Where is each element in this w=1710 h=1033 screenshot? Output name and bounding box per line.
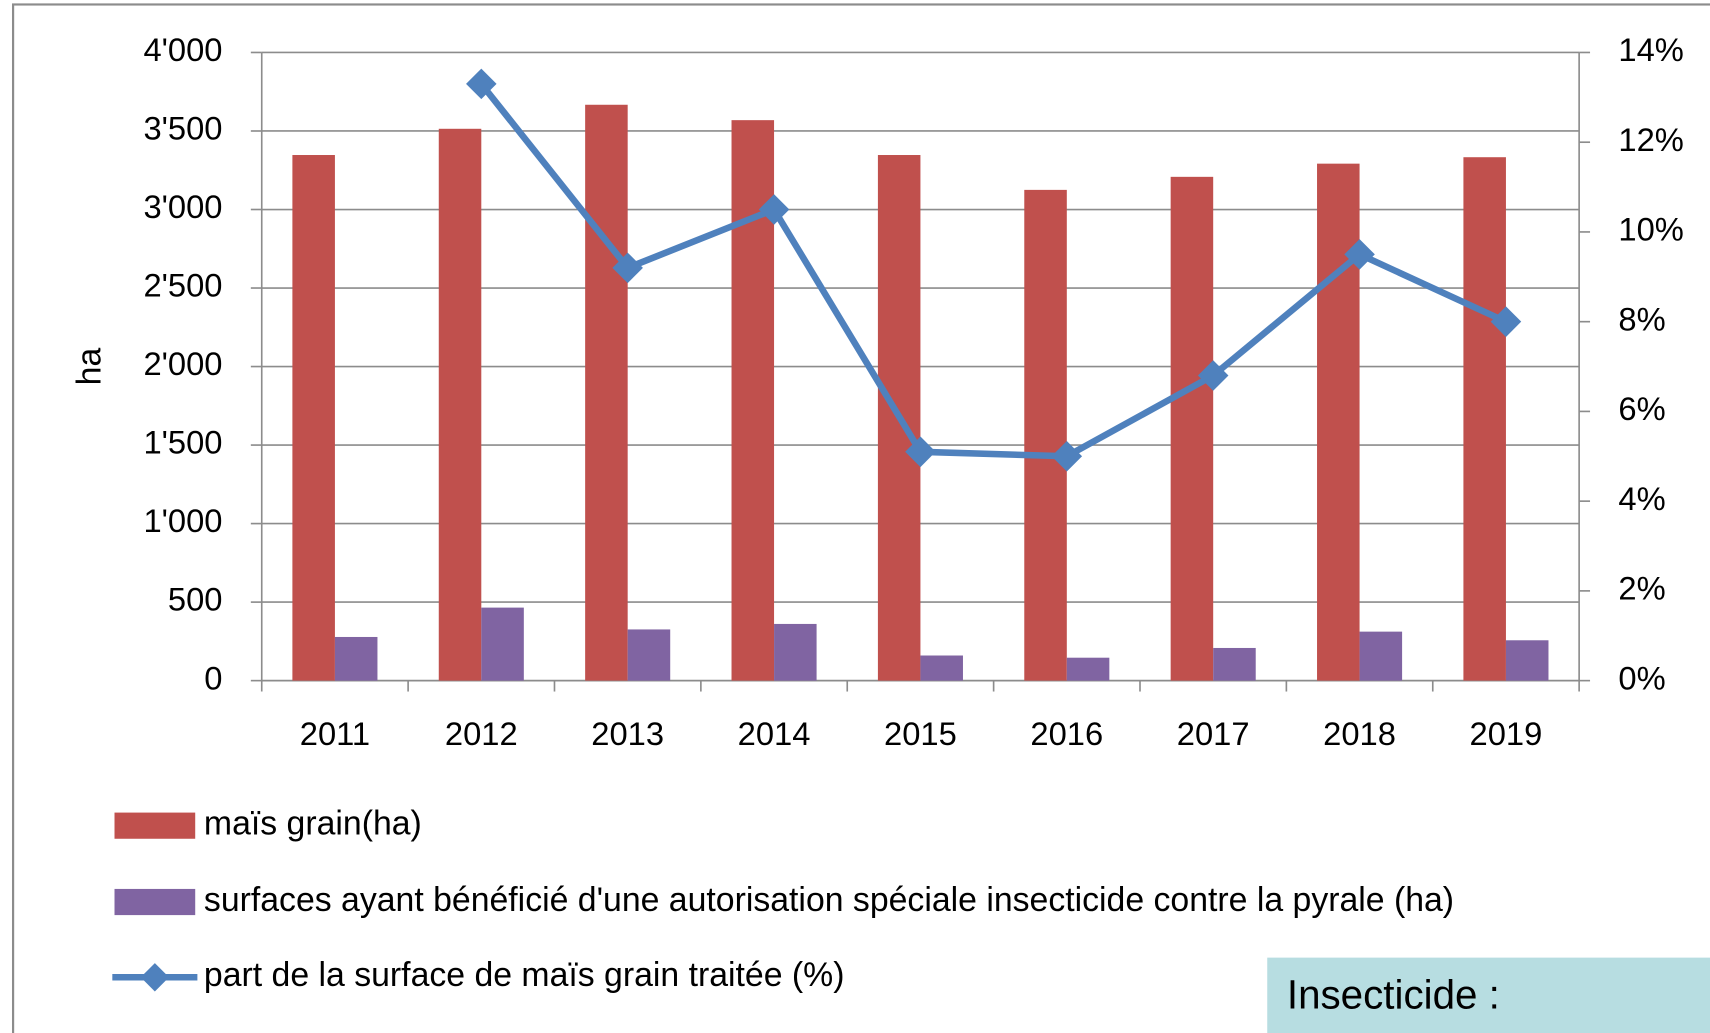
annotation: Insecticide : — [1287, 972, 1500, 1018]
x-tick-label: 2014 — [738, 715, 811, 752]
y-tick-label: 1'500 — [143, 424, 222, 461]
bar — [1213, 647, 1256, 681]
y-tick-label: 0 — [204, 659, 222, 696]
x-tick-label: 2015 — [884, 715, 957, 752]
y-tick-label: 4'000 — [143, 31, 222, 68]
bar — [585, 104, 628, 681]
y-tick-label: 2'000 — [143, 345, 222, 382]
marker — [1344, 239, 1375, 270]
legend-swatch — [114, 812, 196, 839]
y-tick-label: 3'500 — [143, 110, 222, 147]
legend-label: maïs grain(ha) — [204, 805, 422, 843]
bar — [1024, 189, 1067, 681]
y2-tick-label: 6% — [1618, 390, 1665, 427]
legend-marker — [140, 963, 170, 992]
marker — [1490, 306, 1522, 337]
x-tick-label: 2011 — [300, 715, 370, 752]
y2-tick-label: 10% — [1618, 211, 1683, 248]
legend-label: surfaces ayant bénéficié d'une autorisat… — [204, 881, 1454, 919]
legend-label: part de la surface de maïs grain traitée… — [204, 956, 845, 994]
y2-tick-label: 0% — [1618, 659, 1665, 696]
x-tick-label: 2017 — [1177, 715, 1250, 752]
bar — [1463, 157, 1506, 681]
line — [478, 81, 1508, 460]
y2-tick-label: 8% — [1618, 300, 1665, 337]
y2-tick-label: 2% — [1618, 570, 1665, 607]
x-tick-label: 2019 — [1470, 715, 1543, 752]
y-tick-label: 3'000 — [143, 188, 222, 225]
y-axis-label: ha — [71, 348, 109, 386]
y-tick-label: 500 — [168, 581, 223, 618]
x-tick-label: 2013 — [591, 715, 664, 752]
bar — [1066, 657, 1110, 681]
x-tick-label: 2018 — [1323, 715, 1396, 752]
bar — [774, 623, 817, 681]
x-tick-label: 2012 — [445, 715, 518, 752]
y2-tick-label: 4% — [1618, 480, 1665, 517]
bar — [1505, 640, 1549, 681]
y-tick-label: 2'500 — [143, 267, 222, 304]
bar — [627, 629, 671, 681]
x-tick-label: 2016 — [1030, 715, 1103, 752]
y2-tick-label: 12% — [1618, 121, 1683, 158]
bar — [438, 128, 482, 681]
y-tick-label: 1'000 — [143, 502, 222, 539]
bar — [920, 655, 963, 681]
bar — [292, 155, 335, 681]
y2-tick-label: 14% — [1618, 31, 1683, 68]
marker — [1197, 360, 1229, 391]
bar — [334, 636, 378, 681]
bar — [1170, 176, 1214, 681]
bar — [1317, 163, 1360, 681]
annotation-box — [1267, 957, 1710, 1033]
bar — [481, 607, 524, 681]
frame — [11, 3, 1710, 1033]
bar — [1359, 631, 1403, 681]
legend-swatch — [114, 888, 196, 916]
